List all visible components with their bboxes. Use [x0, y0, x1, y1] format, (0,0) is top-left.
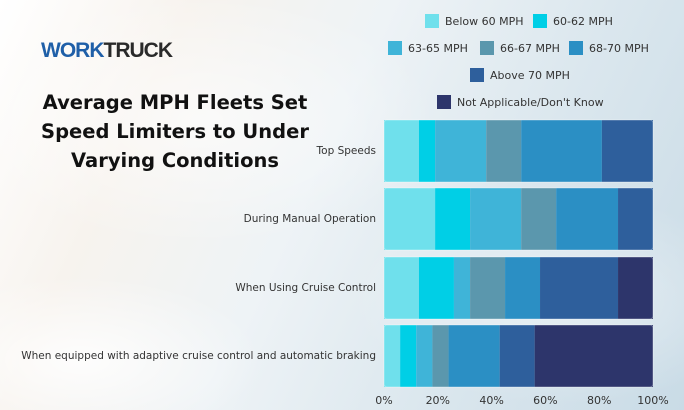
category-label: Top Speeds: [316, 145, 376, 157]
bar-segment-4-1: [384, 325, 401, 387]
bar-frame-4: [383, 324, 654, 388]
bar-frame-3: [383, 256, 654, 320]
bar-segment-1-3: [435, 120, 487, 182]
worktruck-logo: WORKTRUCK: [41, 39, 173, 62]
x-tick-label: 0%: [375, 394, 392, 407]
bar-segment-3-4: [470, 257, 506, 319]
logo-part-truck: TRUCK: [103, 39, 173, 62]
bar-segment-2-3: [470, 188, 522, 250]
bar-segment-3-5: [505, 257, 541, 319]
bar-segment-2-6: [618, 188, 653, 250]
bar-segment-1-4: [486, 120, 522, 182]
x-tick-label: 40%: [479, 394, 503, 407]
bar-frame-2: [383, 187, 654, 251]
bar-segment-3-1: [384, 257, 419, 319]
category-label: When Using Cruise Control: [235, 282, 376, 294]
x-tick-label: 80%: [587, 394, 611, 407]
bar-frame-1: [383, 119, 654, 183]
bar-segment-2-4: [521, 188, 557, 250]
bar-segment-4-4: [432, 325, 449, 387]
bar-segment-3-7: [618, 257, 653, 319]
bar-segment-4-3: [416, 325, 433, 387]
category-label: When equipped with adaptive cruise contr…: [21, 350, 376, 362]
bar-segment-1-1: [384, 120, 419, 182]
bar-segment-1-6: [601, 120, 653, 182]
bar-segment-1-5: [521, 120, 602, 182]
bar-segment-2-1: [384, 188, 436, 250]
chart-title: Average MPH Fleets Set Speed Limiters to…: [41, 91, 309, 172]
logo-part-work: WORK: [41, 39, 104, 62]
x-tick-label: 60%: [533, 394, 557, 407]
bar-segment-3-2: [418, 257, 454, 319]
bar-segment-3-6: [540, 257, 619, 319]
bar-segment-4-6: [499, 325, 535, 387]
bar-segment-2-5: [556, 188, 619, 250]
x-tick-label: 100%: [637, 394, 668, 407]
bar-segment-1-2: [418, 120, 436, 182]
bar-segment-4-7: [534, 325, 653, 387]
x-tick-label: 20%: [426, 394, 450, 407]
bar-segment-2-2: [435, 188, 471, 250]
bar-segment-4-2: [400, 325, 417, 387]
category-label: During Manual Operation: [243, 213, 376, 225]
bar-segment-3-3: [453, 257, 471, 319]
bar-segment-4-5: [448, 325, 500, 387]
